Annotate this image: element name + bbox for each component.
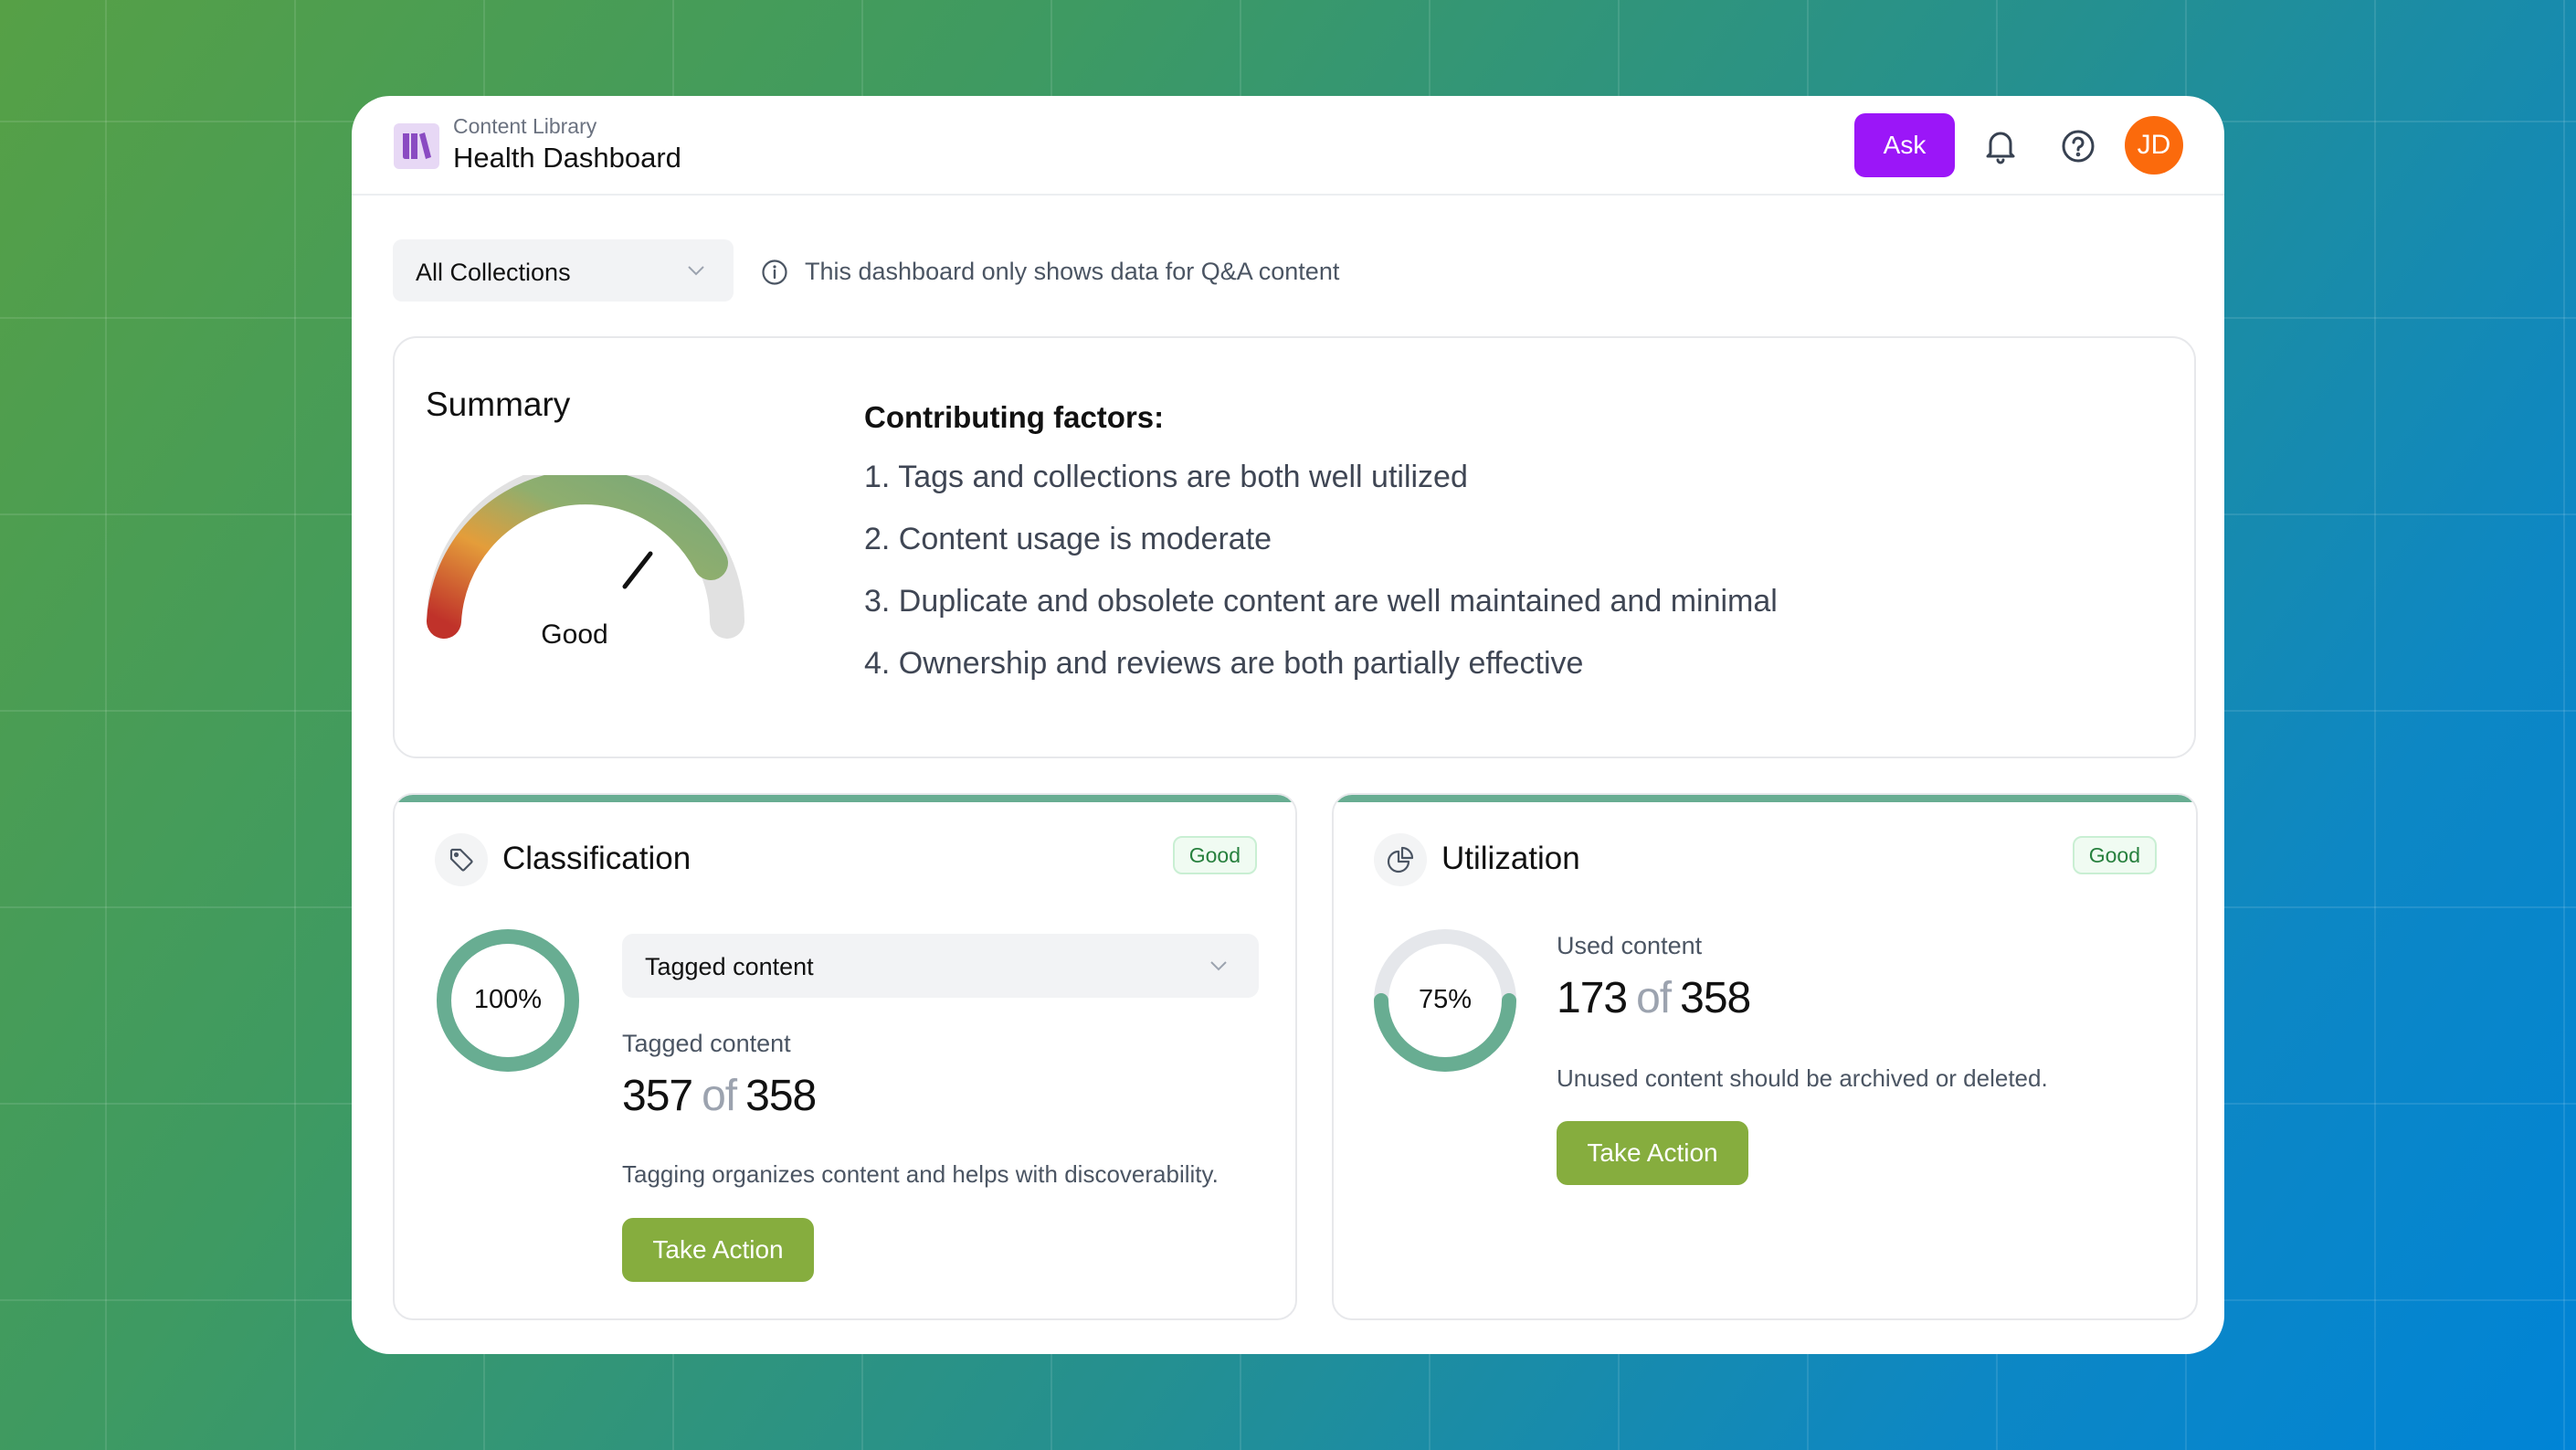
stat-total: 358: [1680, 974, 1751, 1022]
factor-item: 2. Content usage is moderate: [864, 522, 1272, 556]
tag-icon: [435, 833, 488, 886]
health-gauge: [427, 475, 744, 639]
pie-chart-icon: [1374, 833, 1427, 886]
metric-dropdown[interactable]: Tagged content: [622, 934, 1259, 998]
user-avatar[interactable]: JD: [2125, 116, 2183, 175]
stat-label: Used content: [1557, 932, 1703, 959]
ring-percent: 75%: [1418, 985, 1473, 1014]
info-note-text: This dashboard only shows data for Q&A c…: [805, 258, 1340, 285]
classification-title: Classification: [502, 841, 692, 876]
summary-title: Summary: [426, 386, 571, 423]
app-header: Content Library Health Dashboard Ask JD: [352, 96, 2224, 196]
summary-card: Summary Good Contributing factors: 1. Ta…: [393, 336, 2196, 758]
page-title: Health Dashboard: [453, 142, 681, 174]
stat-label: Tagged content: [622, 1030, 791, 1057]
ask-button[interactable]: Ask: [1854, 113, 1955, 177]
stat-count: 173: [1557, 974, 1628, 1022]
stat-total: 358: [745, 1072, 817, 1120]
factors-heading: Contributing factors:: [864, 400, 1165, 434]
contributing-factors: Contributing factors: 1. Tags and collec…: [864, 400, 1778, 708]
stat-value: 173 of 358: [1557, 973, 1751, 1023]
breadcrumb[interactable]: Content Library: [453, 114, 597, 138]
ring-percent: 100%: [473, 985, 543, 1014]
gauge-status-label: Good: [541, 619, 608, 650]
progress-ring: [437, 929, 579, 1072]
take-action-button[interactable]: Take Action: [622, 1218, 814, 1282]
factor-item: 4. Ownership and reviews are both partia…: [864, 646, 1584, 681]
bell-icon[interactable]: [1981, 127, 2020, 165]
factor-item: 1. Tags and collections are both well ut…: [864, 460, 1468, 494]
utilization-title: Utilization: [1441, 841, 1580, 876]
stat-of: of: [1636, 974, 1672, 1022]
metric-dropdown-value: Tagged content: [645, 953, 814, 980]
info-note: This dashboard only shows data for Q&A c…: [761, 258, 1339, 286]
collections-dropdown-value: All Collections: [416, 259, 571, 286]
factor-item: 3. Duplicate and obsolete content are we…: [864, 584, 1778, 619]
progress-ring: [1374, 929, 1516, 1072]
dashboard-panel: Content Library Health Dashboard Ask JD …: [352, 96, 2224, 1354]
collections-dropdown[interactable]: All Collections: [393, 239, 734, 302]
status-badge: Good: [1172, 836, 1257, 874]
chevron-down-icon: [688, 266, 704, 276]
chevron-down-icon: [1210, 961, 1227, 971]
take-action-button[interactable]: Take Action: [1557, 1121, 1748, 1185]
stat-value: 357 of 358: [622, 1071, 817, 1121]
classification-card: Classification Good 100% Tagged content …: [393, 793, 1297, 1320]
utilization-description: Unused content should be archived or del…: [1557, 1064, 2048, 1092]
stat-of: of: [702, 1072, 737, 1120]
help-icon[interactable]: [2059, 127, 2097, 165]
classification-description: Tagging organizes content and helps with…: [622, 1160, 1219, 1188]
status-badge: Good: [2072, 836, 2157, 874]
utilization-card: Utilization Good 75% Used content 173 of 3…: [1332, 793, 2198, 1320]
stat-count: 357: [622, 1072, 693, 1120]
info-icon: [762, 259, 787, 285]
library-logo-icon[interactable]: [394, 123, 439, 169]
